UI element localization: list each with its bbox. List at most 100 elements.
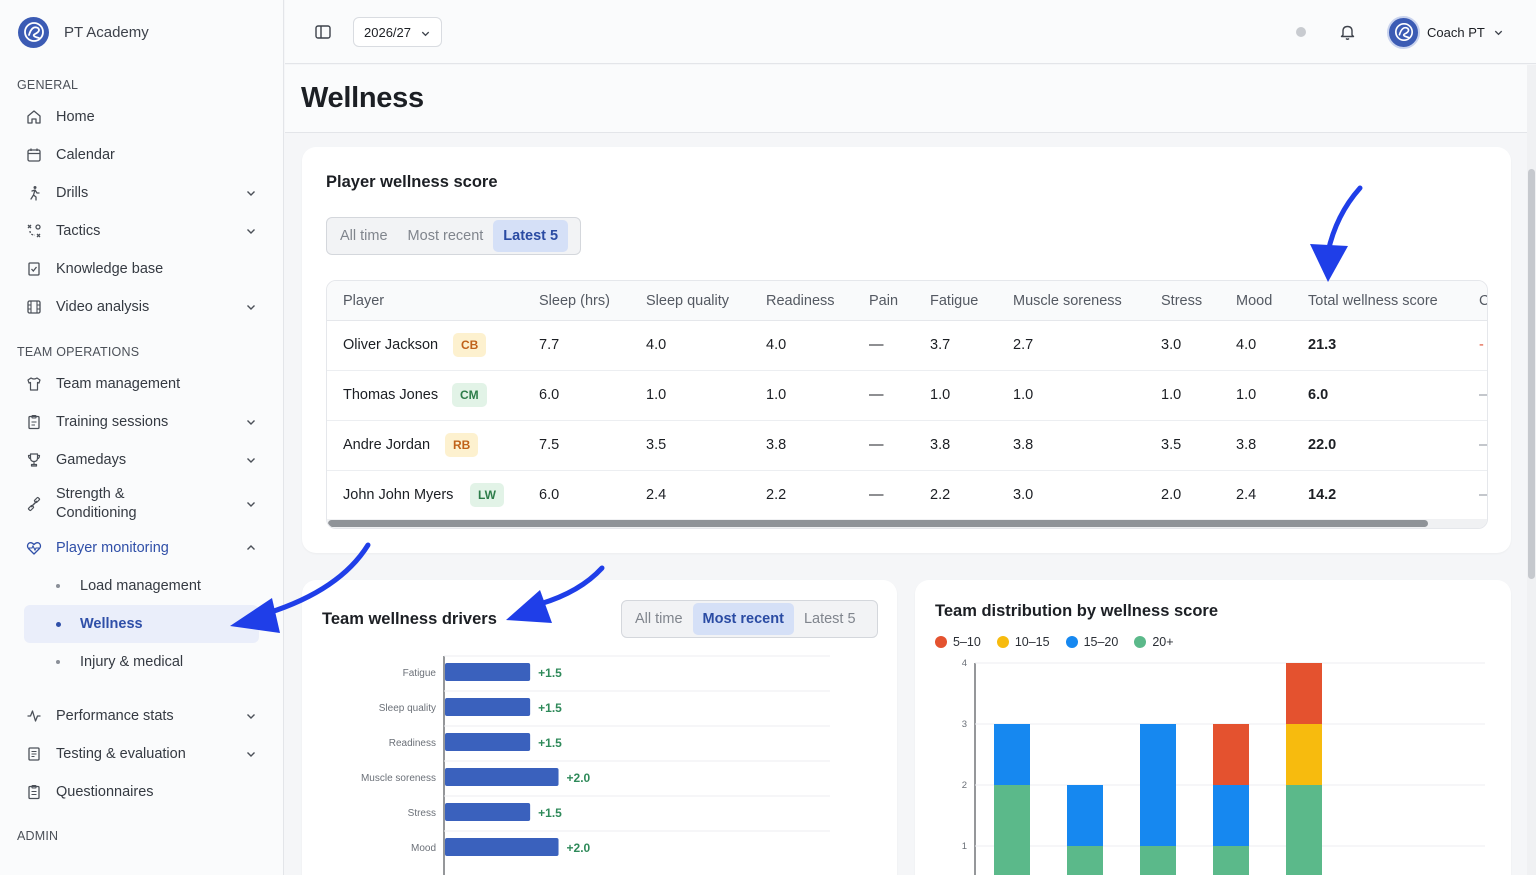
chevron-down-icon	[247, 229, 255, 234]
sidebar: PT Academy GENERAL Home Calendar Drills …	[0, 0, 284, 875]
sidebar-subitem-label: Load management	[80, 578, 201, 594]
tab-latest-5[interactable]: Latest 5	[803, 611, 856, 627]
sidebar-item-strength-conditioning[interactable]: Strength & Conditioning	[0, 479, 283, 529]
cell-total: 22.0	[1308, 437, 1337, 453]
user-menu[interactable]: Coach PT	[1387, 15, 1504, 49]
stacked-bar-segment[interactable]	[1286, 724, 1322, 785]
legend-item[interactable]: 15–20	[1065, 635, 1119, 649]
sidebar-item-label: Testing & evaluation	[56, 746, 186, 762]
sidebar-item-questionnaires[interactable]: Questionnaires	[0, 773, 283, 811]
scrollbar-thumb[interactable]	[328, 520, 1428, 527]
cell-stress: 3.5	[1161, 437, 1182, 453]
cell-sleep-quality: 3.5	[646, 437, 667, 453]
sidebar-item-team-management[interactable]: Team management	[0, 365, 283, 403]
column-header[interactable]: Total wellness score	[1308, 293, 1438, 309]
cell-pain: —	[869, 437, 884, 453]
stacked-bar-segment[interactable]	[994, 785, 1030, 875]
scrollbar-thumb[interactable]	[1528, 169, 1535, 579]
sidebar-subitem-wellness[interactable]: Wellness	[24, 605, 259, 643]
category-label: Muscle soreness	[361, 773, 436, 784]
sidebar-item-tactics[interactable]: Tactics	[0, 212, 283, 250]
y-tick-label: 4	[962, 658, 967, 669]
driver-bar[interactable]	[445, 768, 559, 786]
tab-most-recent[interactable]: Most recent	[407, 228, 484, 244]
driver-bar[interactable]	[445, 663, 531, 681]
tab-latest-5[interactable]: Latest 5	[493, 220, 569, 252]
legend-label: 15–20	[1083, 635, 1119, 649]
stacked-bar-segment[interactable]	[1213, 785, 1249, 846]
horizontal-scrollbar[interactable]	[327, 519, 1487, 528]
chevron-down-icon	[247, 458, 255, 463]
column-header[interactable]: Muscle soreness	[1013, 293, 1122, 309]
shirt-icon	[25, 376, 42, 393]
stacked-bar-segment[interactable]	[1213, 724, 1249, 785]
table-row[interactable]: Oliver Jackson CB 7.7 4.0 4.0 — 3.7 2.7 …	[327, 321, 1487, 371]
cell-sleep-hrs: 7.7	[539, 337, 560, 353]
stacked-bar-segment[interactable]	[994, 724, 1030, 785]
stacked-bar-segment[interactable]	[1067, 846, 1103, 875]
stacked-bar-segment[interactable]	[1286, 785, 1322, 875]
legend-item[interactable]: 10–15	[996, 635, 1050, 649]
tab-all-time[interactable]: All time	[340, 228, 388, 244]
legend-label: 20+	[1152, 635, 1174, 649]
sidebar-subitem-injury-medical[interactable]: Injury & medical	[24, 643, 259, 681]
column-header[interactable]: Sleep quality	[646, 293, 730, 309]
sidebar-item-drills[interactable]: Drills	[0, 174, 283, 212]
sidebar-item-calendar[interactable]: Calendar	[0, 136, 283, 174]
column-header[interactable]: Fatigue	[930, 293, 979, 309]
brand[interactable]: PT Academy	[0, 0, 283, 64]
legend-item[interactable]: 20+	[1134, 635, 1174, 649]
player-name: John John Myers	[343, 487, 454, 503]
season-select[interactable]: 2026/27	[353, 17, 442, 47]
tab-most-recent[interactable]: Most recent	[692, 603, 794, 635]
sidebar-item-video-analysis[interactable]: Video analysis	[0, 288, 283, 326]
legend-swatch	[1065, 636, 1078, 648]
cell-extra: —	[1479, 487, 1487, 503]
legend-item[interactable]: 5–10	[935, 635, 981, 649]
sidebar-item-gamedays[interactable]: Gamedays	[0, 441, 283, 479]
column-header[interactable]: C	[1479, 293, 1487, 309]
table-row[interactable]: John John Myers LW 6.0 2.4 2.2 — 2.2 3.0…	[327, 471, 1487, 521]
test-icon	[25, 746, 42, 763]
sidebar-item-training-sessions[interactable]: Training sessions	[0, 403, 283, 441]
sidebar-item-label: Performance stats	[56, 708, 174, 724]
bell-icon[interactable]	[1339, 23, 1356, 41]
cell-pain: —	[869, 487, 884, 503]
stacked-bar-segment[interactable]	[1140, 724, 1176, 846]
vertical-scrollbar[interactable]	[1527, 65, 1536, 875]
cell-readiness: 3.8	[766, 437, 787, 453]
driver-bar[interactable]	[445, 733, 531, 751]
sidebar-item-knowledge-base[interactable]: Knowledge base	[0, 250, 283, 288]
chart-legend: 5–10 10–15 15–20 20+	[935, 635, 1190, 649]
column-header[interactable]: Stress	[1161, 293, 1203, 309]
tactics-icon	[25, 223, 42, 240]
sidebar-item-performance-stats[interactable]: Performance stats	[0, 697, 283, 735]
tab-all-time[interactable]: All time	[635, 611, 683, 627]
cell-sleep-quality: 1.0	[646, 387, 667, 403]
home-icon	[25, 109, 42, 126]
table-row[interactable]: Thomas Jones CM 6.0 1.0 1.0 — 1.0 1.0 1.…	[327, 371, 1487, 421]
player-name: Andre Jordan	[343, 437, 431, 453]
column-header[interactable]: Sleep (hrs)	[539, 293, 610, 309]
column-header[interactable]: Player	[343, 293, 385, 309]
table-row[interactable]: Andre Jordan RB 7.5 3.5 3.8 — 3.8 3.8 3.…	[327, 421, 1487, 471]
driver-bar[interactable]	[445, 803, 531, 821]
driver-bar[interactable]	[445, 838, 559, 856]
sidebar-item-player-monitoring[interactable]: Player monitoring	[0, 529, 283, 567]
stacked-bar-segment[interactable]	[1140, 846, 1176, 875]
column-header[interactable]: Readiness	[766, 293, 835, 309]
sidebar-item-testing-evaluation[interactable]: Testing & evaluation	[0, 735, 283, 773]
column-header[interactable]: Pain	[869, 293, 899, 309]
topbar: 2026/27 Coach PT	[285, 0, 1536, 64]
dumbbell-icon	[25, 496, 42, 513]
stacked-bar-segment[interactable]	[1067, 785, 1103, 846]
column-header[interactable]: Mood	[1236, 293, 1273, 309]
sidebar-subitem-load-management[interactable]: Load management	[24, 567, 259, 605]
sidebar-toggle-icon[interactable]	[314, 23, 332, 41]
cell-stress: 3.0	[1161, 337, 1182, 353]
sidebar-item-home[interactable]: Home	[0, 98, 283, 136]
stacked-bar-segment[interactable]	[1213, 846, 1249, 875]
page-header: Wellness	[285, 65, 1536, 133]
driver-bar[interactable]	[445, 698, 531, 716]
stacked-bar-segment[interactable]	[1286, 663, 1322, 724]
